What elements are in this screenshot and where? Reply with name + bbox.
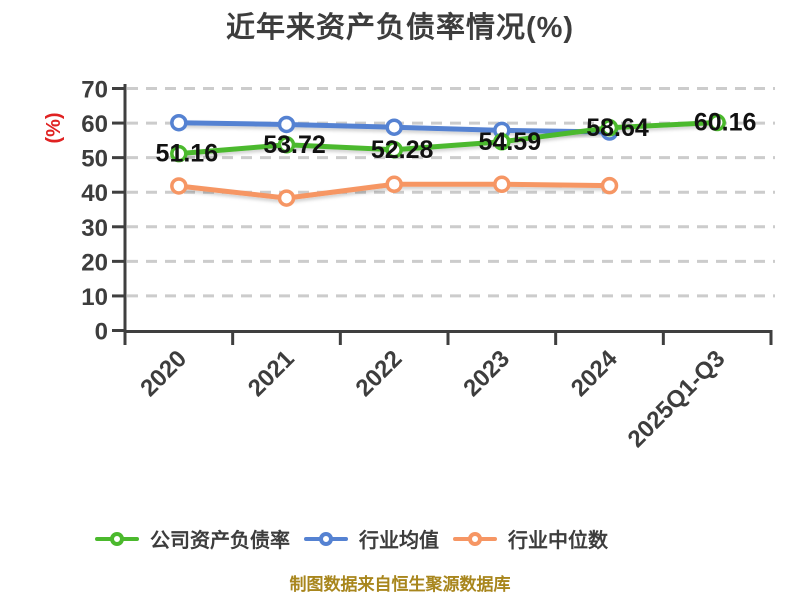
data-point-series-2 — [170, 177, 188, 195]
data-point-series-2 — [493, 175, 511, 194]
line-chart: 0 10 20 30 40 50 60 70 2020 2021 2022 2023 2024 2025Q… — [43, 77, 775, 453]
data-point-label: 60.16 — [694, 109, 757, 137]
data-point-series-2 — [385, 175, 403, 194]
data-point-label: 54.59 — [479, 128, 542, 156]
data-point-series-0 — [600, 119, 619, 137]
data-point-label: 58.64 — [586, 114, 649, 142]
data-point-series-0 — [385, 141, 403, 159]
x-tick-label: 2021 — [243, 345, 300, 402]
data-point-label: 51.16 — [156, 140, 219, 168]
legend-marker-industry-mean-icon — [304, 526, 348, 552]
data-point-series-1 — [170, 113, 188, 132]
data-point-series-0 — [493, 133, 511, 151]
chart-legend: 公司资产负债率 行业均值 行业中位数 — [95, 524, 608, 553]
x-tick-label: 2024 — [566, 345, 623, 402]
legend-item-company: 公司资产负债率 — [95, 524, 290, 553]
data-point-series-2 — [277, 189, 296, 207]
legend-item-industry-mean: 行业均值 — [304, 524, 439, 553]
y-tick-label: 70 — [81, 77, 108, 104]
legend-label-company: 公司资产负债率 — [150, 530, 290, 552]
x-tick-label: 2020 — [135, 345, 192, 402]
legend-label-industry-mean: 行业均值 — [359, 530, 439, 552]
y-tick-label: 50 — [81, 146, 108, 173]
data-point-label: 53.72 — [263, 131, 326, 159]
series-line-0 — [176, 120, 720, 157]
data-point-series-0 — [708, 113, 726, 132]
data-point-label: 52.28 — [371, 136, 434, 164]
legend-marker-company-icon — [95, 526, 139, 552]
legend-label-industry-median: 行业中位数 — [508, 530, 608, 552]
data-point-series-0 — [277, 136, 296, 154]
y-axis-unit-label: (%) — [43, 112, 65, 143]
data-point-series-1 — [277, 115, 296, 134]
y-tick-label: 0 — [95, 319, 108, 346]
chart-title: 近年来资产负债率情况(%) — [225, 12, 575, 44]
y-tick-label: 40 — [81, 180, 108, 207]
data-point-series-2 — [600, 176, 619, 195]
x-tick-label: 2025Q1-Q3 — [623, 345, 731, 453]
legend-marker-industry-median-icon — [453, 526, 497, 552]
data-point-series-1 — [385, 118, 403, 136]
y-tick-label: 30 — [81, 215, 108, 242]
legend-item-industry-median: 行业中位数 — [453, 524, 608, 553]
y-tick-label: 20 — [81, 249, 108, 276]
y-tick-label: 60 — [81, 111, 108, 138]
y-tick-label: 10 — [81, 284, 108, 311]
x-tick-label: 2023 — [458, 345, 515, 402]
data-point-series-0 — [170, 144, 188, 163]
x-tick-label: 2022 — [351, 345, 408, 402]
data-source-note: 制图数据来自恒生聚源数据库 — [289, 575, 511, 594]
